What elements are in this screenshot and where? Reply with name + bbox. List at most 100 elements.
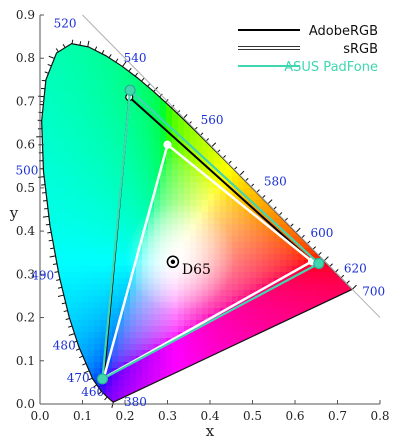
color-cell [304,314,311,321]
color-cell [244,302,251,309]
color-cell [178,338,185,345]
color-cell [244,140,251,147]
color-cell [232,290,239,297]
color-cell [118,368,125,375]
color-cell [88,74,95,81]
color-cell [76,44,83,51]
color-cell [322,212,329,219]
color-cell [76,92,83,99]
color-cell [46,338,53,345]
color-cell [340,158,347,165]
color-cell [94,164,101,171]
color-cell [136,362,143,369]
color-cell [94,314,101,321]
color-cell [310,362,317,369]
color-cell [46,344,53,351]
color-cell [52,212,59,219]
locus-tick [239,170,245,176]
color-cell [172,386,179,393]
color-cell [160,122,167,129]
color-cell [226,224,233,231]
color-cell [106,206,113,213]
legend-label: AdobeRGB [309,24,378,39]
color-cell [298,260,305,267]
color-cell [268,302,275,309]
color-cell [340,248,347,255]
color-cell [130,200,137,207]
color-cell [322,200,329,207]
color-cell [310,146,317,153]
color-cell [41,242,47,249]
color-cell [46,176,53,183]
color-cell [250,338,257,345]
color-cell [178,80,185,87]
color-cell [334,356,341,363]
color-cell [70,320,77,327]
color-cell [304,98,311,105]
color-cell [148,368,155,375]
color-cell [280,314,287,321]
color-cell [256,152,263,159]
x-tick-label: 0.6 [285,409,304,423]
color-cell [316,122,323,129]
color-cell [41,290,47,297]
color-cell [328,86,335,93]
color-cell [100,110,107,117]
color-cell [358,200,365,207]
color-cell [58,194,65,201]
color-cell [346,140,353,147]
color-cell [70,74,77,81]
color-cell [268,188,275,195]
color-cell [112,290,119,297]
color-cell [46,314,53,321]
color-cell [82,44,89,51]
color-cell [220,368,227,375]
color-cell [70,50,77,57]
color-cell [82,164,89,171]
color-cell [178,350,185,357]
color-cell [250,80,257,87]
color-cell [334,344,341,351]
color-cell [358,206,365,213]
color-cell [184,332,191,339]
color-cell [322,128,329,135]
color-cell [100,152,107,159]
color-cell [322,392,329,399]
color-cell [130,188,137,195]
color-cell [310,212,317,219]
color-cell [88,224,95,231]
color-cell [160,320,167,327]
color-cell [232,284,239,291]
color-cell [238,368,245,375]
color-cell [346,86,353,93]
color-cell [316,392,323,399]
color-cell [76,338,83,345]
color-cell [346,146,353,153]
color-cell [46,386,53,393]
color-cell [268,356,275,363]
color-cell [82,200,89,207]
color-cell [334,314,341,321]
color-cell [52,170,59,177]
color-cell [328,122,335,129]
color-cell [310,296,317,303]
color-cell [358,248,365,255]
color-cell [208,146,215,153]
color-cell [274,284,281,291]
color-cell [340,326,347,333]
color-cell [274,146,281,153]
color-cell [292,392,299,399]
color-cell [94,134,101,141]
color-cell [232,350,239,357]
color-cell [316,242,323,249]
color-cell [214,296,221,303]
color-cell [328,302,335,309]
color-cell [202,158,209,165]
color-cell [46,326,53,333]
color-cell [298,146,305,153]
color-cell [58,116,65,123]
color-cell [64,74,71,81]
color-cell [64,194,71,201]
color-cell [316,218,323,225]
color-cell [76,43,83,45]
